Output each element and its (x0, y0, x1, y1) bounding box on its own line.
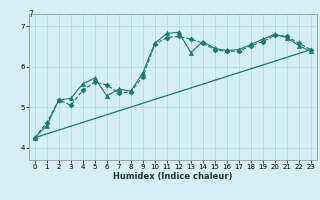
X-axis label: Humidex (Indice chaleur): Humidex (Indice chaleur) (113, 172, 233, 181)
Text: 7: 7 (29, 10, 34, 19)
